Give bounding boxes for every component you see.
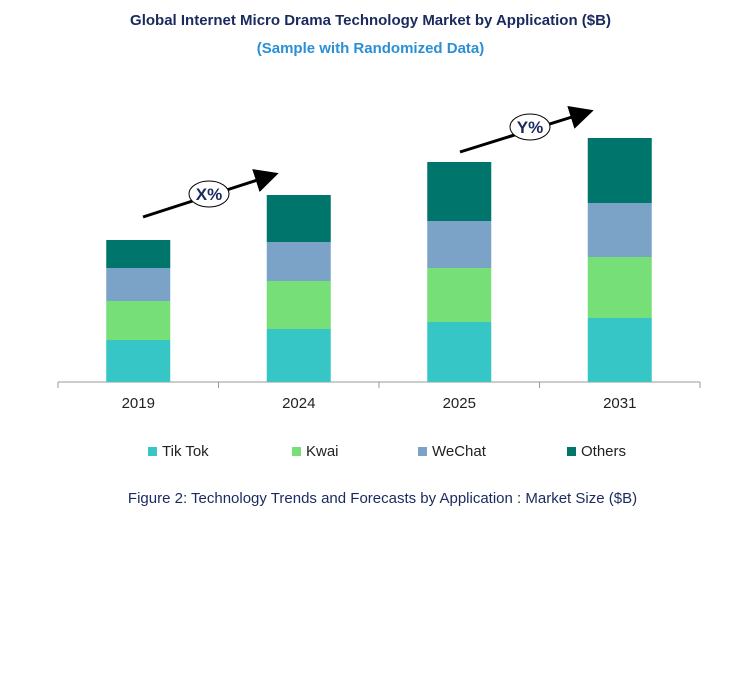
x-tick-label: 2019 bbox=[122, 395, 155, 412]
legend-item: Kwai bbox=[292, 443, 339, 460]
x-tick-label: 2031 bbox=[603, 395, 636, 412]
bar-others-2025 bbox=[427, 162, 492, 221]
bar-tik-tok-2031 bbox=[587, 318, 652, 382]
growth-label-ellipse bbox=[188, 180, 230, 208]
bar-others-2024 bbox=[266, 195, 331, 242]
plot-area: 2019 2024 2025 2031 X% Y% bbox=[57, 105, 701, 412]
legend-label: Kwai bbox=[306, 443, 339, 460]
chart-subtitle: (Sample with Randomized Data) bbox=[256, 40, 485, 57]
growth-label-ellipse bbox=[509, 113, 551, 141]
x-tick-label: 2024 bbox=[282, 395, 315, 412]
bar-kwai-2031 bbox=[587, 257, 652, 318]
bar-kwai-2019 bbox=[106, 301, 171, 340]
bar-others-2031 bbox=[587, 138, 652, 203]
bar-kwai-2025 bbox=[427, 268, 492, 322]
bar-wechat-2024 bbox=[266, 242, 331, 281]
bar-kwai-2024 bbox=[266, 281, 331, 329]
legend-swatch bbox=[418, 447, 427, 456]
legend-swatch bbox=[148, 447, 157, 456]
figure-caption: Figure 2: Technology Trends and Forecast… bbox=[127, 490, 638, 507]
bar-others-2019 bbox=[106, 240, 171, 268]
legend-swatch bbox=[292, 447, 301, 456]
growth-label: X% bbox=[196, 185, 222, 204]
growth-label: Y% bbox=[517, 118, 543, 137]
bar-tik-tok-2019 bbox=[106, 340, 171, 382]
bar-wechat-2019 bbox=[106, 268, 171, 301]
bar-tik-tok-2024 bbox=[266, 329, 331, 382]
bar-tik-tok-2025 bbox=[427, 322, 492, 382]
x-tick-label: 2025 bbox=[443, 395, 476, 412]
legend-label: Others bbox=[581, 443, 627, 460]
legend-item: Others bbox=[567, 443, 626, 460]
chart-title: Global Internet Micro Drama Technology M… bbox=[130, 12, 611, 29]
legend-label: WeChat bbox=[432, 443, 486, 460]
legend-swatch bbox=[567, 447, 576, 456]
legend-label: Tik Tok bbox=[162, 443, 209, 460]
legend-item: Tik Tok bbox=[148, 443, 209, 460]
bar-wechat-2031 bbox=[587, 203, 652, 257]
bar-wechat-2025 bbox=[427, 221, 492, 268]
legend-item: WeChat bbox=[418, 443, 486, 460]
